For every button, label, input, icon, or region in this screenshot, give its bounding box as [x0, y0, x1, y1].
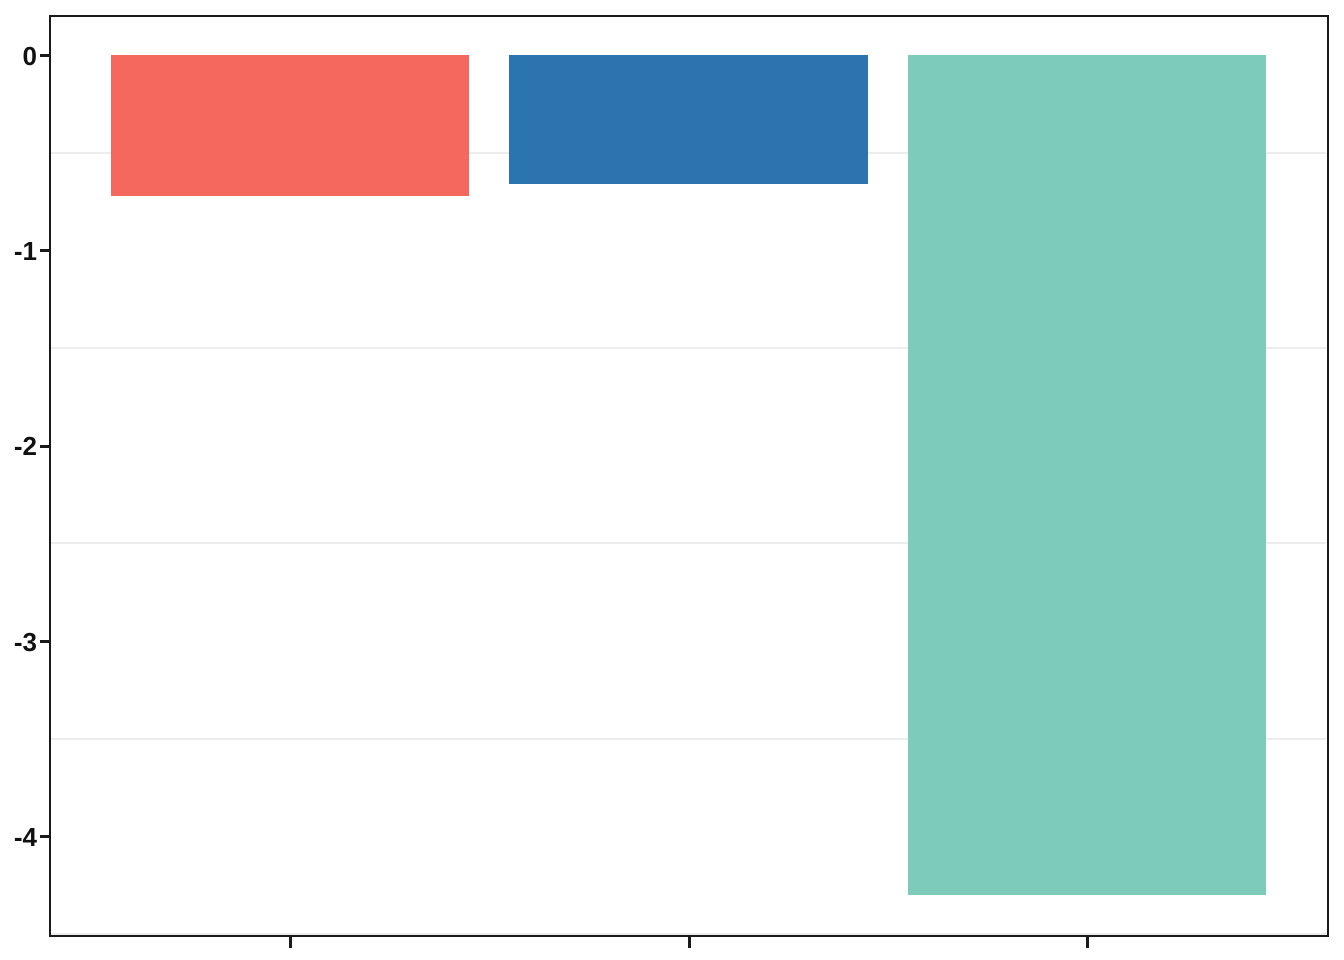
bar-2	[509, 55, 868, 184]
y-axis-tick-1	[40, 249, 49, 253]
x-axis-tick-2	[1085, 937, 1089, 948]
minor-gridline-2	[51, 542, 1326, 545]
y-axis-tick-label-0: 0	[22, 40, 37, 71]
y-axis-tick-0	[40, 54, 49, 58]
bar-3	[907, 55, 1267, 895]
y-axis-tick-2	[40, 444, 49, 448]
x-axis-tick-0	[289, 937, 293, 948]
plot-area	[49, 15, 1329, 937]
y-axis-tick-3	[40, 640, 49, 644]
y-axis-tick-label-4: -4	[13, 821, 37, 852]
minor-gridline-1	[51, 347, 1326, 350]
y-axis-tick-label-3: -3	[13, 626, 37, 657]
minor-gridline-3	[51, 737, 1326, 740]
minor-gridline-4	[51, 933, 1326, 935]
x-axis-tick-1	[687, 937, 691, 948]
y-axis-tick-label-1: -1	[13, 235, 37, 266]
y-axis-tick-label-2: -2	[13, 431, 37, 462]
y-axis-tick-4	[40, 835, 49, 839]
bar-1	[110, 55, 470, 196]
